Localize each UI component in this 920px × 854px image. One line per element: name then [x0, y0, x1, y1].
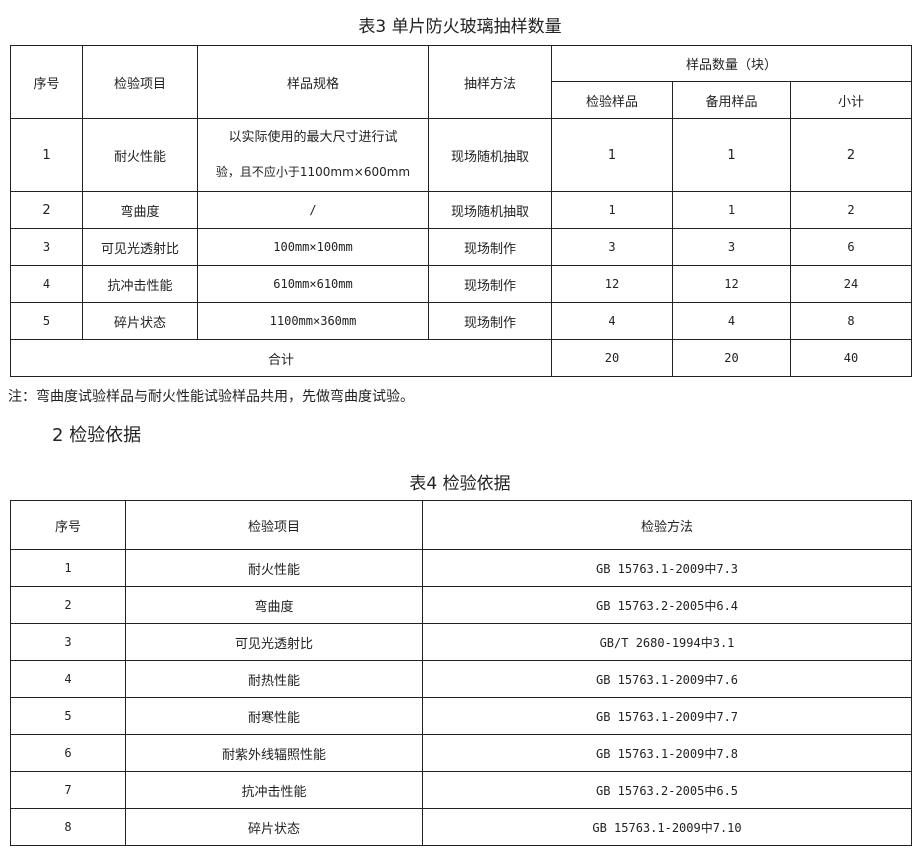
total-subtotal: 40	[790, 339, 912, 377]
cell-no: 2	[10, 586, 126, 624]
cell-no: 5	[10, 697, 126, 735]
cell-spare: 1	[672, 118, 791, 192]
cell-no: 4	[10, 265, 83, 303]
cell-test: 12	[551, 265, 673, 303]
cell-spec: 100mm×100mm	[197, 228, 429, 266]
spec-line: 以实际使用的最大尺寸进行试	[228, 130, 398, 145]
cell-item: 抗冲击性能	[125, 771, 423, 809]
cell-spare: 4	[672, 302, 791, 340]
cell-spare: 1	[672, 191, 791, 229]
cell-item: 弯曲度	[82, 191, 198, 229]
total-row: 合计 20 20 40	[10, 339, 912, 377]
cell-item: 可见光透射比	[82, 228, 198, 266]
cell-no: 3	[10, 623, 126, 661]
cell-method: GB 15763.1-2009中7.3	[422, 549, 912, 587]
cell-spare: 3	[672, 228, 791, 266]
table4-title: 表4 检验依据	[409, 474, 511, 494]
cell-spare: 12	[672, 265, 791, 303]
cell-item: 弯曲度	[125, 586, 423, 624]
cell-subtotal: 6	[790, 228, 912, 266]
table-row: 3 可见光透射比 GB/T 2680-1994中3.1	[10, 623, 912, 661]
cell-subtotal: 8	[790, 302, 912, 340]
header-spare: 备用样品	[672, 81, 791, 119]
table-row: 2 弯曲度 GB 15763.2-2005中6.4	[10, 586, 912, 624]
header-method: 检验方法	[422, 500, 912, 550]
cell-item: 耐紫外线辐照性能	[125, 734, 423, 772]
spec-line: 验，且不应小于1100mm×600mm	[215, 165, 411, 179]
cell-method: GB 15763.1-2009中7.8	[422, 734, 912, 772]
total-spare: 20	[672, 339, 791, 377]
header-item: 检验项目	[125, 500, 423, 550]
cell-subtotal: 24	[790, 265, 912, 303]
header-no: 序号	[10, 45, 83, 119]
total-test: 20	[551, 339, 673, 377]
cell-spec: 610mm×610mm	[197, 265, 429, 303]
table-row: 5 碎片状态 1100mm×360mm 现场制作 4 4 8	[10, 302, 912, 340]
cell-method: 现场制作	[428, 302, 552, 340]
cell-test: 1	[551, 118, 673, 192]
table-row: 1 耐火性能 以实际使用的最大尺寸进行试 验，且不应小于1100mm×600mm …	[10, 118, 912, 192]
cell-no: 1	[10, 549, 126, 587]
table-row: 3 可见光透射比 100mm×100mm 现场制作 3 3 6	[10, 228, 912, 266]
cell-test: 1	[551, 191, 673, 229]
table-row: 1 耐火性能 GB 15763.1-2009中7.3	[10, 549, 912, 587]
cell-item: 耐热性能	[125, 660, 423, 698]
cell-item: 耐火性能	[125, 549, 423, 587]
cell-item: 耐火性能	[82, 118, 198, 192]
cell-no: 8	[10, 808, 126, 846]
cell-spec: 以实际使用的最大尺寸进行试 验，且不应小于1100mm×600mm	[197, 118, 429, 192]
table-note: 注：弯曲度试验样品与耐火性能试验样品共用，先做弯曲度试验。	[8, 389, 414, 405]
table-row: 5 耐寒性能 GB 15763.1-2009中7.7	[10, 697, 912, 735]
table3-title: 表3 单片防火玻璃抽样数量	[358, 17, 562, 37]
header-subtotal: 小计	[790, 81, 912, 119]
table-row: 7 抗冲击性能 GB 15763.2-2005中6.5	[10, 771, 912, 809]
cell-test: 3	[551, 228, 673, 266]
cell-method: 现场随机抽取	[428, 191, 552, 229]
cell-no: 7	[10, 771, 126, 809]
cell-spec: /	[197, 191, 429, 229]
table-row: 2 弯曲度 / 现场随机抽取 1 1 2	[10, 191, 912, 229]
header-method: 抽样方法	[428, 45, 552, 119]
cell-method: GB 15763.2-2005中6.4	[422, 586, 912, 624]
table4-inspection-basis: 序号 检验项目 检验方法 1 耐火性能 GB 15763.1-2009中7.3 2 弯曲…	[10, 500, 912, 846]
cell-item: 可见光透射比	[125, 623, 423, 661]
cell-method: GB 15763.1-2009中7.6	[422, 660, 912, 698]
header-spec: 样品规格	[197, 45, 429, 119]
cell-no: 2	[10, 191, 83, 229]
cell-no: 6	[10, 734, 126, 772]
cell-item: 碎片状态	[82, 302, 198, 340]
table-row: 8 碎片状态 GB 15763.1-2009中7.10	[10, 808, 912, 846]
header-no: 序号	[10, 500, 126, 550]
header-qty: 样品数量（块）	[551, 45, 912, 82]
table-row: 4 抗冲击性能 610mm×610mm 现场制作 12 12 24	[10, 265, 912, 303]
cell-no: 5	[10, 302, 83, 340]
cell-spec: 1100mm×360mm	[197, 302, 429, 340]
total-label: 合计	[10, 339, 552, 377]
cell-subtotal: 2	[790, 191, 912, 229]
cell-method: GB 15763.2-2005中6.5	[422, 771, 912, 809]
header-item: 检验项目	[82, 45, 198, 119]
table-row: 4 耐热性能 GB 15763.1-2009中7.6	[10, 660, 912, 698]
cell-no: 4	[10, 660, 126, 698]
cell-no: 1	[10, 118, 83, 192]
cell-method: 现场随机抽取	[428, 118, 552, 192]
cell-method: 现场制作	[428, 228, 552, 266]
header-test: 检验样品	[551, 81, 673, 119]
cell-method: 现场制作	[428, 265, 552, 303]
cell-item: 抗冲击性能	[82, 265, 198, 303]
cell-method: GB/T 2680-1994中3.1	[422, 623, 912, 661]
section-heading: 2 检验依据	[52, 425, 142, 446]
cell-item: 碎片状态	[125, 808, 423, 846]
cell-method: GB 15763.1-2009中7.7	[422, 697, 912, 735]
cell-no: 3	[10, 228, 83, 266]
cell-subtotal: 2	[790, 118, 912, 192]
cell-test: 4	[551, 302, 673, 340]
table-row: 6 耐紫外线辐照性能 GB 15763.1-2009中7.8	[10, 734, 912, 772]
table3-sampling-quantity: 序号 检验项目 样品规格 抽样方法 样品数量（块） 检验样品 备用样品 小计 1…	[10, 45, 912, 377]
cell-method: GB 15763.1-2009中7.10	[422, 808, 912, 846]
cell-item: 耐寒性能	[125, 697, 423, 735]
